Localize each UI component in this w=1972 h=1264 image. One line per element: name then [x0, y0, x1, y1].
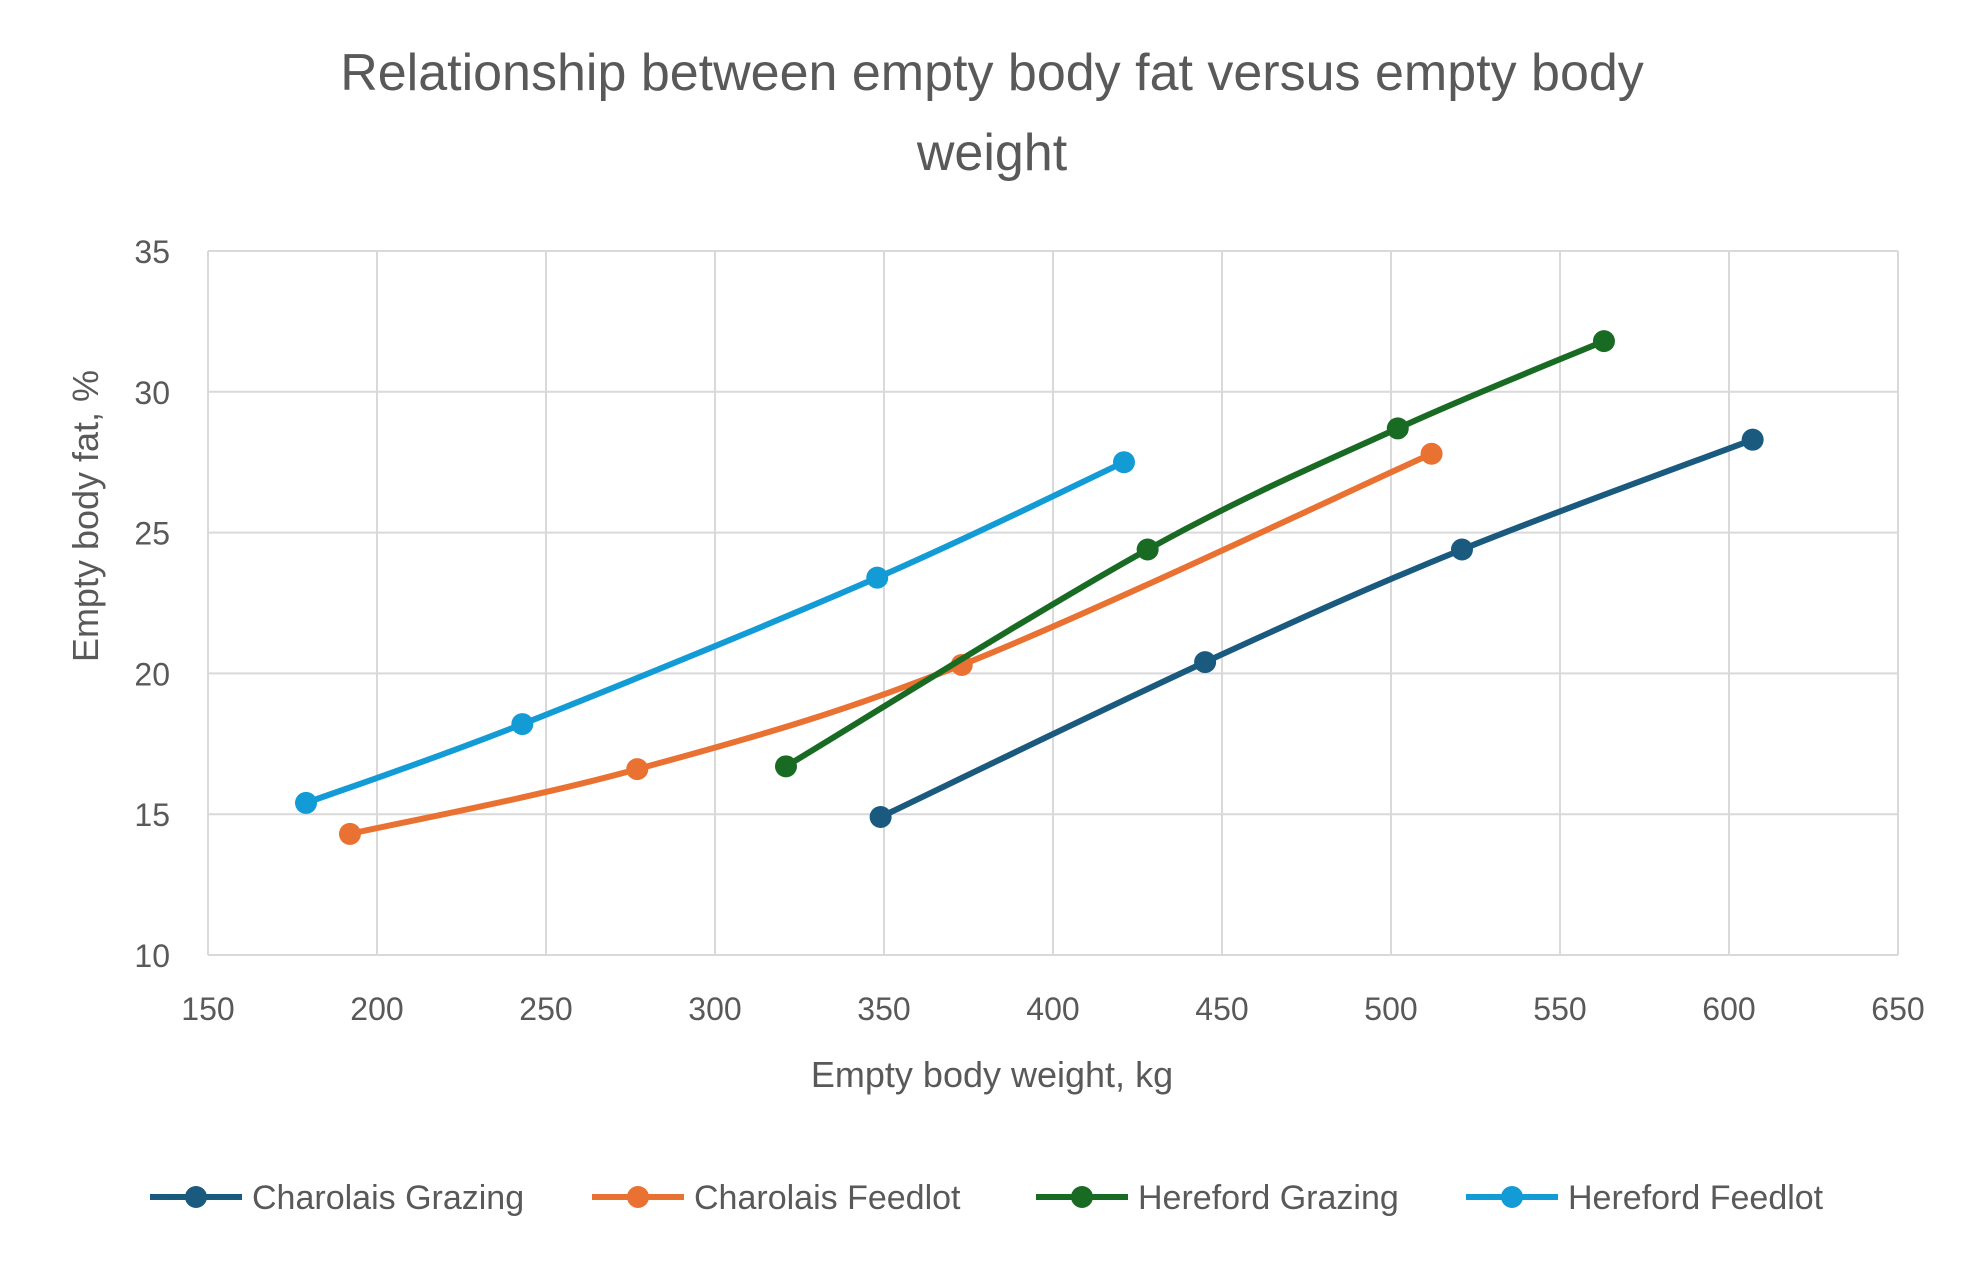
y-tick-label: 15 [134, 797, 170, 833]
x-tick-label: 200 [350, 991, 403, 1027]
data-point [1592, 330, 1615, 353]
data-point [295, 791, 318, 814]
data-point [1386, 417, 1409, 440]
y-tick-label: 10 [134, 938, 170, 974]
x-axis-label: Empty body weight, kg [811, 1054, 1173, 1095]
y-tick-label: 30 [134, 375, 170, 411]
series-hereford-feedlot [295, 451, 1135, 814]
y-tick-label: 20 [134, 656, 170, 692]
x-tick-label: 250 [519, 991, 572, 1027]
series-hereford-grazing [774, 330, 1615, 778]
legend-label: Hereford Grazing [1138, 1179, 1399, 1217]
legend-swatch-marker [1501, 1186, 1523, 1208]
data-point [1420, 442, 1443, 465]
x-tick-label: 400 [1026, 991, 1079, 1027]
x-tick-label: 450 [1195, 991, 1248, 1027]
gridlines [207, 250, 1899, 956]
legend-label: Charolais Feedlot [694, 1179, 961, 1217]
legend-item[interactable]: Hereford Grazing [1036, 1179, 1399, 1217]
legend-item[interactable]: Charolais Feedlot [592, 1179, 961, 1217]
chart-title-line-2: weight [916, 124, 1068, 182]
legend-label: Hereford Feedlot [1568, 1179, 1824, 1217]
x-tick-label: 350 [857, 991, 910, 1027]
series-charolais-feedlot [338, 442, 1443, 845]
series-line [782, 338, 1607, 770]
x-tick-label: 600 [1702, 991, 1755, 1027]
data-point [511, 713, 534, 736]
series-group [295, 330, 1764, 845]
y-tick-label: 25 [134, 516, 170, 552]
data-point [1450, 538, 1473, 561]
legend[interactable]: Charolais Grazing Charolais Feedlot Herefo… [150, 1179, 1824, 1217]
data-point [1136, 538, 1159, 561]
data-point [338, 822, 361, 845]
legend-label: Charolais Grazing [252, 1179, 524, 1217]
legend-item[interactable]: Charolais Grazing [150, 1179, 524, 1217]
data-point [1112, 451, 1135, 474]
legend-swatch-marker [185, 1186, 207, 1208]
data-point [1194, 651, 1217, 674]
data-point [866, 566, 889, 589]
legend-swatch-marker [1071, 1186, 1093, 1208]
y-axis-label: Empty body fat, % [65, 370, 106, 662]
series-line [346, 450, 1435, 837]
legend-swatch-marker [627, 1186, 649, 1208]
data-point [1741, 428, 1764, 451]
series-line [877, 436, 1756, 821]
x-tick-label: 150 [181, 991, 234, 1027]
series-line [303, 459, 1127, 806]
y-tick-label: 35 [134, 234, 170, 270]
legend-item[interactable]: Hereford Feedlot [1466, 1179, 1824, 1217]
x-tick-label: 500 [1364, 991, 1417, 1027]
series-charolais-grazing [869, 428, 1764, 829]
chart-title-line-1: Relationship between empty body fat vers… [340, 44, 1644, 102]
data-point [774, 755, 797, 778]
data-point [869, 806, 892, 829]
data-point [626, 758, 649, 781]
x-axis-ticks: 150 200 250 300 350 400 450 500 550 600 650 [181, 991, 1924, 1027]
y-axis-ticks: 10 15 20 25 30 35 [134, 234, 170, 974]
x-tick-label: 550 [1533, 991, 1586, 1027]
chart-title: Relationship between empty body fat vers… [340, 44, 1644, 182]
x-tick-label: 650 [1871, 991, 1924, 1027]
x-tick-label: 300 [688, 991, 741, 1027]
